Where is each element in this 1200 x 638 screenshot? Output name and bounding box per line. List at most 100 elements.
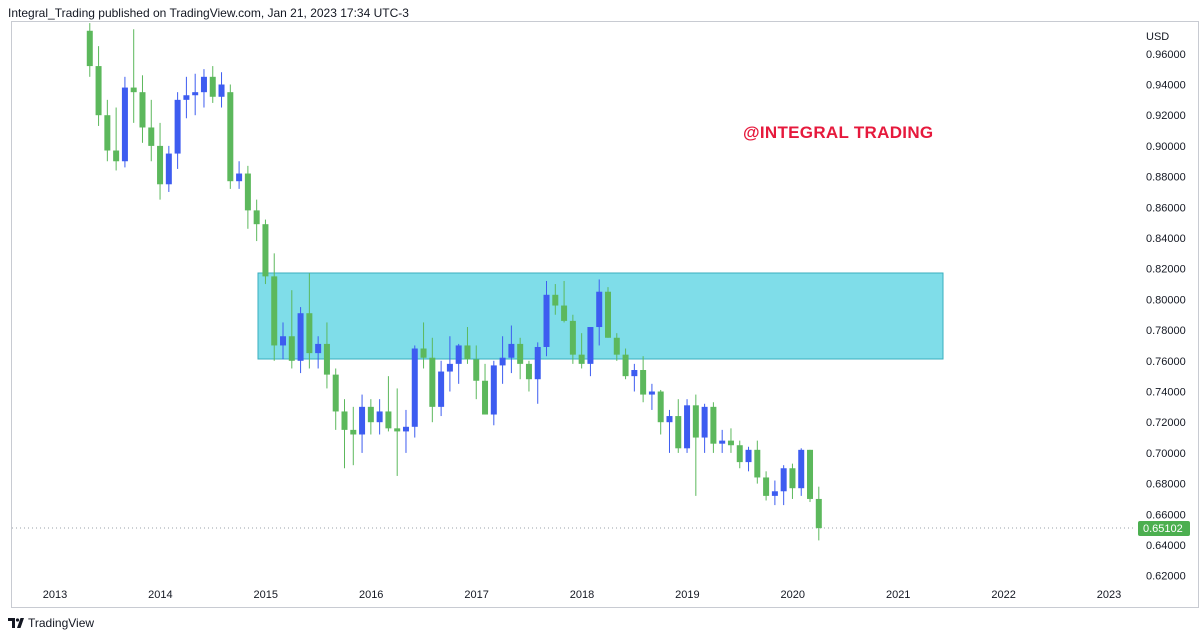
candle-body bbox=[543, 294, 550, 347]
candle bbox=[455, 343, 462, 384]
candle-body bbox=[675, 416, 682, 449]
candle-body bbox=[798, 449, 805, 489]
candle-body bbox=[789, 468, 796, 489]
candle bbox=[244, 165, 251, 229]
candle-body bbox=[359, 406, 366, 435]
candle bbox=[482, 363, 489, 415]
candle-body bbox=[815, 498, 822, 529]
candle bbox=[359, 394, 366, 453]
candle-body bbox=[780, 468, 787, 492]
candle bbox=[719, 429, 726, 453]
candle bbox=[157, 122, 164, 200]
candle-body bbox=[271, 276, 278, 346]
candle-body bbox=[350, 429, 357, 435]
candle bbox=[622, 348, 629, 380]
candle-body bbox=[596, 291, 603, 328]
y-axis-currency: USD bbox=[1146, 31, 1169, 43]
candle bbox=[438, 360, 445, 417]
x-axis-ticks: 2013 2014 2015 2016 2017 2018 2019 2020 2021 2022… bbox=[43, 589, 1121, 601]
candle bbox=[525, 360, 532, 392]
candle-body bbox=[771, 491, 778, 496]
x-tick-label: 2018 bbox=[570, 589, 594, 601]
candle bbox=[350, 406, 357, 466]
candle-body bbox=[288, 336, 295, 361]
candle-body bbox=[473, 359, 480, 381]
candle bbox=[262, 219, 269, 285]
candle-body bbox=[525, 363, 532, 380]
candle-body bbox=[745, 449, 752, 463]
candle bbox=[341, 399, 348, 469]
x-tick-label: 2015 bbox=[254, 589, 278, 601]
x-tick-label: 2022 bbox=[991, 589, 1015, 601]
candle-body bbox=[200, 76, 207, 93]
candle-body bbox=[499, 357, 506, 366]
candle bbox=[200, 69, 207, 108]
candle-body bbox=[719, 440, 726, 444]
candle-body bbox=[218, 84, 225, 97]
candle-body bbox=[534, 346, 541, 380]
candle bbox=[745, 446, 752, 472]
candle bbox=[236, 161, 243, 189]
y-tick-label: 0.66000 bbox=[1146, 509, 1186, 521]
candle-body bbox=[367, 406, 374, 423]
candle bbox=[631, 363, 638, 392]
candle-body bbox=[569, 320, 576, 355]
x-tick-label: 2019 bbox=[675, 589, 699, 601]
candle-body bbox=[104, 115, 111, 151]
candle bbox=[490, 360, 497, 426]
x-tick-label: 2020 bbox=[781, 589, 805, 601]
candle-body bbox=[666, 416, 673, 423]
candle bbox=[569, 314, 576, 364]
candle bbox=[86, 23, 93, 77]
last-price-badge bbox=[1138, 521, 1190, 536]
y-tick-label: 0.72000 bbox=[1146, 417, 1186, 429]
y-tick-label: 0.94000 bbox=[1146, 80, 1186, 92]
candle bbox=[798, 448, 805, 496]
candle bbox=[771, 480, 778, 506]
candle-body bbox=[490, 365, 497, 415]
publication-header: Integral_Trading published on TradingVie… bbox=[8, 6, 409, 20]
candle-body bbox=[402, 426, 409, 432]
candle bbox=[613, 333, 620, 361]
candle bbox=[148, 99, 155, 162]
candle-body bbox=[236, 173, 243, 182]
candle bbox=[552, 284, 559, 315]
candle-body bbox=[604, 291, 611, 338]
candle bbox=[227, 84, 234, 189]
x-tick-label: 2014 bbox=[148, 589, 172, 601]
candle-body bbox=[763, 477, 770, 496]
candle-body bbox=[657, 391, 664, 423]
candle-body bbox=[736, 445, 743, 463]
candle-body bbox=[710, 406, 717, 444]
footer: TradingView bbox=[8, 614, 94, 632]
candle-body bbox=[807, 449, 814, 499]
candle-body bbox=[113, 150, 120, 162]
candle-body bbox=[420, 348, 427, 358]
candle bbox=[543, 280, 550, 357]
candle-body bbox=[148, 127, 155, 146]
candle bbox=[657, 389, 664, 435]
candle-body bbox=[587, 327, 594, 364]
candle-body bbox=[262, 224, 269, 277]
candle bbox=[411, 345, 418, 438]
candle bbox=[736, 440, 743, 469]
x-tick-label: 2016 bbox=[359, 589, 383, 601]
candle-body bbox=[157, 145, 164, 185]
y-tick-label: 0.78000 bbox=[1146, 325, 1186, 337]
candle-body bbox=[640, 370, 647, 395]
candle-body bbox=[174, 99, 181, 154]
candle bbox=[332, 368, 339, 430]
candle-body bbox=[192, 92, 199, 96]
candle-body bbox=[227, 92, 234, 182]
candle bbox=[446, 336, 453, 392]
y-tick-label: 0.92000 bbox=[1146, 110, 1186, 122]
y-tick-label: 0.88000 bbox=[1146, 172, 1186, 184]
candle-body bbox=[631, 370, 638, 377]
candle bbox=[754, 440, 761, 484]
candle-body bbox=[323, 343, 330, 375]
candle bbox=[95, 46, 102, 126]
chart-frame[interactable] bbox=[11, 21, 1199, 608]
candle bbox=[130, 29, 137, 123]
candle bbox=[104, 99, 111, 162]
